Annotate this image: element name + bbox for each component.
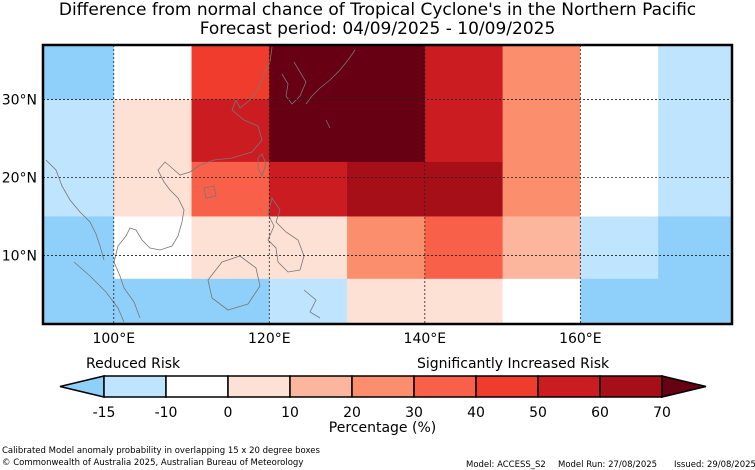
- grid-cell: [502, 161, 581, 217]
- colorbar-tick-label: 70: [653, 405, 671, 421]
- grid-cell: [43, 45, 115, 101]
- map-frame: [41, 43, 734, 326]
- lat-axis: 30°N 20°N 10°N: [2, 93, 37, 265]
- grid-cell: [580, 45, 659, 101]
- grid-cell: [191, 45, 270, 101]
- coast-japan: [305, 49, 356, 129]
- colorbar-xlabel: Percentage (%): [328, 420, 437, 436]
- map-gridlines: [43, 45, 732, 324]
- grid-cell: [43, 216, 115, 280]
- lon-tick-label: 100°E: [92, 331, 135, 347]
- lon-tick-label: 140°E: [404, 331, 447, 347]
- grid-cell: [347, 216, 426, 280]
- grid-cell: [113, 161, 193, 217]
- colorbar: -15 -10 0 10 20 30 40 50 60 70: [59, 375, 707, 421]
- grid-cell: [191, 99, 270, 163]
- colorbar-bin: [413, 375, 477, 398]
- grid-cell: [191, 161, 270, 217]
- lat-tick-label: 10°N: [2, 248, 37, 264]
- grid-cell: [502, 45, 581, 101]
- colorbar-tick-label: 20: [343, 405, 361, 421]
- footer-note: Calibrated Model anomaly probability in …: [2, 446, 320, 456]
- coast-korea: [281, 61, 307, 105]
- colorbar-over-arrow: [661, 375, 707, 398]
- lon-tick-label: 160°E: [559, 331, 602, 347]
- colorbar-tick-label: 50: [529, 405, 547, 421]
- grid-cell: [580, 278, 733, 325]
- grid-cell: [43, 278, 270, 325]
- lon-axis: 100°E 120°E 140°E 160°E: [92, 331, 601, 347]
- coastlines: [45, 46, 356, 323]
- grid-cell: [502, 99, 581, 163]
- grid-cell: [424, 216, 504, 280]
- colorbar-under-arrow: [59, 375, 105, 398]
- grid-cell: [658, 216, 733, 280]
- lon-tick-label: 120°E: [248, 331, 291, 347]
- footer-copyright: © Commonwealth of Australia 2025, Austra…: [2, 458, 304, 468]
- footer-issued: Issued: 29/08/2025: [674, 460, 755, 470]
- grid-cell: [113, 99, 193, 163]
- grid-cell: [658, 161, 733, 217]
- grid-cell: [269, 278, 348, 325]
- colorbar-bin: [351, 375, 415, 398]
- grid-cell: [43, 161, 115, 217]
- lat-tick-label: 20°N: [2, 170, 37, 186]
- grid-cell: [580, 99, 659, 163]
- grid-cell: [658, 45, 733, 101]
- coast-asia: [113, 46, 273, 319]
- grid-cell: [424, 99, 504, 163]
- increased-risk-label: Significantly Increased Risk: [417, 356, 610, 372]
- grid-cell: [658, 99, 733, 163]
- anomaly-grid: [43, 45, 733, 325]
- coast-sumatra: [73, 261, 125, 323]
- grid-cell: [113, 216, 193, 280]
- colorbar-bin: [289, 375, 353, 398]
- grid-cell: [502, 216, 581, 280]
- colorbar-bin: [103, 375, 167, 398]
- colorbar-tick-label: 40: [467, 405, 485, 421]
- coast-taiwan: [257, 153, 267, 178]
- grid-cell: [580, 216, 659, 280]
- coast-sulawesi: [303, 289, 321, 319]
- colorbar-tick-label: 30: [405, 405, 423, 421]
- reduced-risk-label: Reduced Risk: [86, 356, 181, 372]
- colorbar-tick-label: -10: [155, 405, 178, 421]
- colorbar-tick-label: 0: [224, 405, 233, 421]
- grid-cell: [580, 161, 659, 217]
- colorbar-tick-label: 10: [281, 405, 299, 421]
- colorbar-tick-label: -15: [93, 405, 116, 421]
- colorbar-bin: [475, 375, 539, 398]
- coast-philippines: [267, 197, 305, 273]
- footer-model-run: Model Run: 27/08/2025: [558, 460, 658, 470]
- colorbar-bin: [227, 375, 291, 398]
- chart-subtitle: Forecast period: 04/09/2025 - 10/09/2025: [199, 19, 556, 39]
- grid-cell: [43, 99, 115, 163]
- coast-hainan: [203, 185, 217, 199]
- grid-cell: [269, 45, 426, 101]
- colorbar-bin: [599, 375, 663, 398]
- colorbar-bin: [537, 375, 601, 398]
- grid-cell: [269, 99, 426, 163]
- grid-cell: [269, 161, 348, 217]
- footer-model: Model: ACCESS_S2: [466, 460, 546, 470]
- grid-cell: [424, 45, 504, 101]
- colorbar-tick-label: 60: [591, 405, 609, 421]
- colorbar-bin: [165, 375, 229, 398]
- chart-title: Difference from normal chance of Tropica…: [58, 0, 697, 20]
- lat-tick-label: 30°N: [2, 93, 37, 109]
- coast-borneo: [207, 255, 261, 311]
- coast-india-burma: [45, 159, 105, 261]
- grid-cell: [113, 45, 193, 101]
- grid-cell: [502, 278, 581, 325]
